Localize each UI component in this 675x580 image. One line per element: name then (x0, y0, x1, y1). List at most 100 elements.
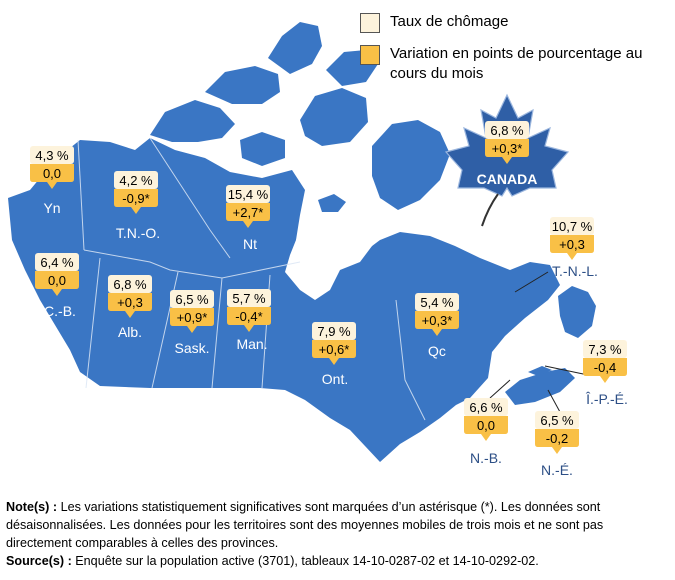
notes-block: Note(s) : Les variations statistiquement… (6, 498, 670, 570)
change-value: +0,3* (492, 141, 523, 156)
note-paragraph: Note(s) : Les variations statistiquement… (6, 498, 670, 552)
change-value: 0,0 (477, 418, 495, 433)
region-label-p: Î.-P.-É. (585, 391, 628, 407)
callout-canada: 6,8 % +0,3* (485, 121, 529, 164)
callout-t-n-o: 4,2 % -0,9* (114, 171, 158, 214)
region-label-n: N.-É. (541, 462, 573, 478)
rate-box (464, 398, 508, 416)
change-box (415, 311, 459, 336)
region-label-n-b: N.-B. (470, 450, 502, 466)
region-label-qc: Qc (428, 343, 446, 359)
rate-box (312, 322, 356, 340)
region-label-t-n-o: T.N.-O. (116, 225, 160, 241)
change-value: 0,0 (43, 166, 61, 181)
callout-ont: 7,9 % +0,6* (312, 322, 356, 365)
canada-leaf-label: CANADA (477, 171, 538, 187)
rate-box (415, 293, 459, 311)
change-box (535, 429, 579, 454)
legend-swatch-rate (360, 13, 380, 33)
region-label-c-b: C.-B. (44, 303, 76, 319)
map-arctic-2 (205, 66, 280, 104)
change-value: -0,2 (546, 431, 568, 446)
callout-n-b: 6,6 % 0,0 (464, 398, 508, 441)
rate-box (108, 275, 152, 293)
change-value: +0,6* (319, 342, 350, 357)
map-baffin (372, 120, 450, 210)
rate-value: 7,9 % (317, 324, 351, 339)
map-arctic-1 (150, 100, 235, 142)
map-pei (528, 366, 552, 376)
change-box (312, 340, 356, 365)
source-text: Enquête sur la population active (3701),… (75, 554, 539, 568)
callout-man: 5,7 % -0,4* (227, 289, 271, 332)
note-label: Note(s) : (6, 500, 58, 514)
note-text: Les variations statistiquement significa… (6, 500, 604, 550)
callout-qc: 5,4 % +0,3* (415, 293, 459, 336)
region-label-man: Man. (236, 336, 267, 352)
change-box (108, 293, 152, 318)
map-arctic-6 (240, 132, 285, 166)
change-box (170, 308, 214, 333)
rate-value: 10,7 % (552, 219, 593, 234)
canada-unemployment-map: CANADA 6,8 % +0,3* 4,3 % 0,0 Yn 4,2 % -0,9* T.N.… (8, 22, 628, 478)
callout-alb: 6,8 % +0,3 (108, 275, 152, 318)
rate-box (227, 289, 271, 307)
rate-box (30, 146, 74, 164)
rate-value: 6,8 % (113, 277, 147, 292)
change-value: -0,9* (122, 191, 149, 206)
rate-value: 6,4 % (40, 255, 74, 270)
change-box (550, 235, 594, 260)
change-value: -0,4* (235, 309, 262, 324)
change-value: +2,7* (233, 205, 264, 220)
pointer-line (544, 365, 589, 376)
region-label-alb: Alb. (118, 324, 142, 340)
rate-value: 6,6 % (469, 400, 503, 415)
map-newfoundland (558, 286, 596, 338)
callout-c-b: 6,4 % 0,0 (35, 253, 79, 296)
region-label-nt: Nt (243, 236, 257, 252)
callout-n: 6,5 % -0,2 (535, 411, 579, 454)
map-southampton (318, 194, 346, 212)
callout-nt: 15,4 % +2,7* (226, 185, 270, 228)
region-label-sask: Sask. (174, 340, 209, 356)
source-label: Source(s) : (6, 554, 72, 568)
rate-box (114, 171, 158, 189)
legend-item-rate: Taux de chômage (360, 12, 508, 33)
rate-box (226, 185, 270, 203)
map-mainland (8, 138, 560, 462)
change-box (35, 271, 79, 296)
pointer-line (547, 389, 561, 413)
rate-value: 4,2 % (119, 173, 153, 188)
map-arctic-3 (268, 22, 322, 74)
callout-sask: 6,5 % +0,9* (170, 290, 214, 333)
rate-value: 15,4 % (228, 187, 269, 202)
legend-item-change: Variation en points de pourcentage au co… (360, 44, 660, 84)
rate-box (535, 411, 579, 429)
map-arctic-4 (300, 88, 368, 146)
change-value: +0,9* (177, 310, 208, 325)
rate-value: 5,7 % (232, 291, 266, 306)
region-label-ont: Ont. (322, 371, 348, 387)
rate-box (485, 121, 529, 139)
callout-t-n-l: 10,7 % +0,3 (550, 217, 594, 260)
rate-value: 5,4 % (420, 295, 454, 310)
change-value: +0,3 (559, 237, 585, 252)
rate-box (550, 217, 594, 235)
change-box (114, 189, 158, 214)
change-box (583, 358, 627, 383)
region-label-t-n-l: T.-N.-L. (552, 263, 598, 279)
rate-value: 4,3 % (35, 148, 69, 163)
change-box (226, 203, 270, 228)
rate-box (583, 340, 627, 358)
change-value: +0,3* (422, 313, 453, 328)
change-value: 0,0 (48, 273, 66, 288)
rate-box (35, 253, 79, 271)
change-box (227, 307, 271, 332)
change-value: +0,3 (117, 295, 143, 310)
change-box (30, 164, 74, 189)
pointer-line (489, 379, 511, 399)
change-box (464, 416, 508, 441)
rate-value: 6,5 % (175, 292, 209, 307)
pointer-line (514, 271, 549, 293)
change-value: -0,4 (594, 360, 616, 375)
